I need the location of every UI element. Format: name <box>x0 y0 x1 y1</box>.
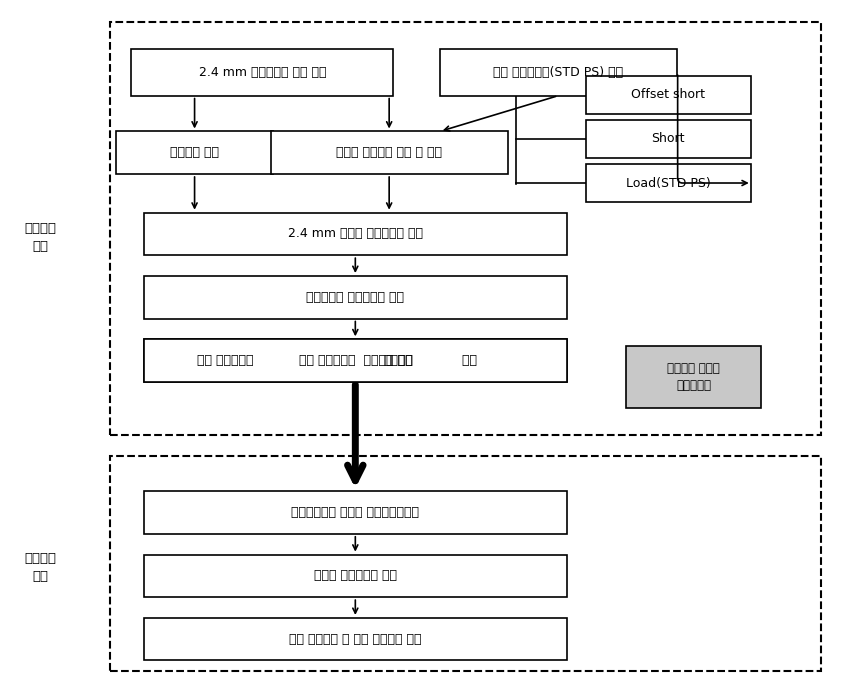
Text: 피교정 전력감지기 교정: 피교정 전력감지기 교정 <box>314 570 397 582</box>
Text: 표준 전력감지기(STD PS) 제작: 표준 전력감지기(STD PS) 제작 <box>493 66 624 78</box>
Bar <box>144 213 567 255</box>
Bar <box>144 555 567 597</box>
Text: 표준 전력감지기  교정인자 측정: 표준 전력감지기 교정인자 측정 <box>299 354 412 367</box>
Bar <box>144 276 567 319</box>
Text: 2.4 mm 동축형 미소열량계 조립: 2.4 mm 동축형 미소열량계 조립 <box>288 228 423 240</box>
Text: 표준 전력감지기  교정인자 측정: 표준 전력감지기 교정인자 측정 <box>299 354 412 367</box>
Bar <box>110 456 821 671</box>
Text: Load(STD PS): Load(STD PS) <box>626 177 711 189</box>
Text: 직접비교법을 이용한 전력교정시스템: 직접비교법을 이용한 전력교정시스템 <box>291 506 420 519</box>
Bar <box>585 164 750 202</box>
Text: 교정인자: 교정인자 <box>383 354 414 367</box>
Bar <box>271 131 508 174</box>
Bar <box>144 339 567 382</box>
Bar <box>144 339 567 382</box>
Bar <box>131 49 393 96</box>
Text: Short: Short <box>651 133 685 145</box>
Bar <box>626 346 761 408</box>
Bar <box>144 618 567 660</box>
Text: 2.4 mm 미소열량계 부품 제작: 2.4 mm 미소열량계 부품 제작 <box>199 66 326 78</box>
Text: 측정: 측정 <box>458 354 477 367</box>
Bar <box>144 491 567 534</box>
Bar <box>440 49 677 96</box>
Bar <box>585 120 750 158</box>
Text: 측정표준
보급: 측정표준 보급 <box>25 552 57 583</box>
Bar <box>585 76 750 114</box>
Bar <box>110 22 821 435</box>
Text: 측정표준
확립: 측정표준 확립 <box>25 222 57 253</box>
Text: 국내 산업현장 및 국외 측정표준 보급: 국내 산업현장 및 국외 측정표준 보급 <box>289 633 421 645</box>
Text: 전자파전력 측정시스템 구성: 전자파전력 측정시스템 구성 <box>306 291 404 303</box>
Text: Offset short: Offset short <box>631 89 706 101</box>
Bar <box>144 339 567 382</box>
Text: 항온조를 이용한
온도안정화: 항온조를 이용한 온도안정화 <box>667 362 720 392</box>
Bar <box>117 131 272 174</box>
Text: 표준 전력감지기: 표준 전력감지기 <box>196 354 261 367</box>
Text: 열전대열 특성: 열전대열 특성 <box>170 147 219 159</box>
Text: 열차단 전송선로 반사 및 손실: 열차단 전송선로 반사 및 손실 <box>336 147 442 159</box>
